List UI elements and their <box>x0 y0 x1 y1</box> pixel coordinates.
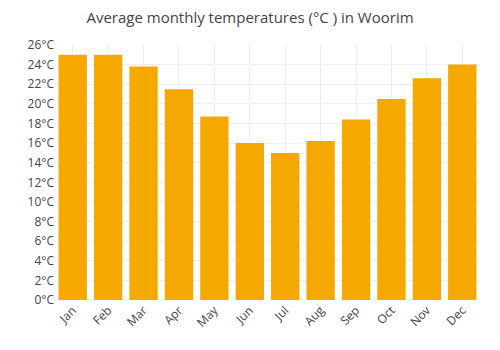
svg-text:16°C: 16°C <box>28 134 55 151</box>
svg-text:Aug: Aug <box>300 302 328 330</box>
svg-text:Jun: Jun <box>231 302 256 327</box>
svg-text:Oct: Oct <box>373 302 399 328</box>
svg-text:Sep: Sep <box>336 302 363 329</box>
svg-text:10°C: 10°C <box>28 193 55 210</box>
svg-text:Dec: Dec <box>442 302 469 329</box>
svg-text:14°C: 14°C <box>28 154 55 171</box>
svg-text:12°C: 12°C <box>28 174 55 191</box>
svg-text:22°C: 22°C <box>28 75 55 92</box>
svg-text:2°C: 2°C <box>34 272 54 289</box>
svg-text:18°C: 18°C <box>28 115 55 132</box>
svg-text:8°C: 8°C <box>34 213 54 230</box>
svg-text:0°C: 0°C <box>34 291 54 308</box>
svg-text:6°C: 6°C <box>34 232 54 249</box>
svg-text:20°C: 20°C <box>28 95 55 112</box>
svg-text:26°C: 26°C <box>28 36 55 53</box>
svg-text:Average monthly temperatures (: Average monthly temperatures (°C ) in Wo… <box>86 7 413 27</box>
svg-text:Feb: Feb <box>89 302 115 328</box>
svg-text:Mar: Mar <box>123 302 151 330</box>
svg-text:Jul: Jul <box>270 302 292 324</box>
svg-text:4°C: 4°C <box>34 252 54 269</box>
svg-text:Nov: Nov <box>406 302 434 330</box>
svg-text:Jan: Jan <box>55 302 80 327</box>
svg-text:May: May <box>193 301 222 330</box>
svg-text:Apr: Apr <box>160 302 186 328</box>
svg-text:24°C: 24°C <box>28 56 55 73</box>
